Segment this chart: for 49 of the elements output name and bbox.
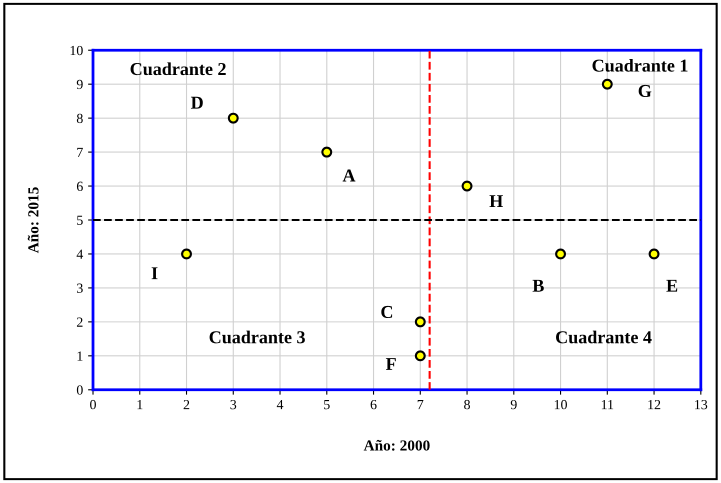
x-tick-label: 11 bbox=[602, 400, 614, 410]
point bbox=[414, 350, 426, 362]
x-tick-label: 10 bbox=[554, 400, 567, 410]
y-tick-label: 8 bbox=[76, 114, 83, 124]
x-tick-label: 1 bbox=[138, 400, 142, 410]
annotation: Cuadrante 1 bbox=[592, 59, 688, 72]
x-tick-label: 3 bbox=[230, 400, 236, 410]
point bbox=[462, 180, 472, 192]
y-tick-label: 6 bbox=[76, 182, 83, 192]
x-tick-label: 8 bbox=[464, 400, 470, 410]
y-tick-label: 10 bbox=[70, 46, 83, 56]
annotation: Cuadrante 4 bbox=[556, 330, 652, 344]
x-tick-label: 4 bbox=[276, 400, 284, 410]
y-tick-label: 4 bbox=[76, 250, 84, 259]
x-tick-label: 2 bbox=[184, 400, 190, 410]
y-tick-label: 9 bbox=[76, 80, 83, 90]
point bbox=[602, 78, 613, 90]
data-label: E bbox=[666, 280, 678, 292]
x-tick-label: 7 bbox=[418, 400, 424, 410]
y-tick-label: 7 bbox=[77, 148, 83, 157]
point bbox=[555, 248, 566, 260]
data-label: B bbox=[532, 280, 544, 292]
x-tick-label: 13 bbox=[695, 400, 708, 410]
y-tick-label: 0 bbox=[76, 385, 83, 395]
x-tick-label: 6 bbox=[370, 400, 377, 410]
y-axis-title: Año: 2015 bbox=[28, 187, 39, 254]
x-axis-title: Año: 2000 bbox=[364, 440, 430, 451]
x-tick-label: 9 bbox=[510, 400, 517, 410]
y-tick-label: 3 bbox=[77, 284, 83, 293]
data-label: H bbox=[489, 195, 503, 208]
point bbox=[228, 112, 239, 124]
data-label: F bbox=[386, 358, 396, 370]
x-tick-label: 0 bbox=[90, 400, 96, 410]
y-tick-label: 1 bbox=[78, 351, 82, 361]
point bbox=[648, 248, 660, 260]
data-label: D bbox=[190, 96, 203, 109]
data-label: G bbox=[638, 84, 652, 98]
point bbox=[321, 146, 332, 158]
data-label: C bbox=[381, 306, 392, 318]
y-tick-label: 2 bbox=[76, 317, 83, 327]
annotation: Cuadrante 3 bbox=[210, 330, 305, 344]
x-tick-label: 12 bbox=[648, 400, 660, 410]
x-tick-label: 5 bbox=[324, 400, 330, 410]
annotation: Cuadrante 2 bbox=[130, 62, 226, 76]
point bbox=[414, 316, 426, 328]
y-tick-label: 5 bbox=[77, 216, 83, 225]
point bbox=[181, 248, 192, 260]
data-label: I bbox=[152, 267, 158, 280]
data-label: A bbox=[342, 170, 356, 182]
